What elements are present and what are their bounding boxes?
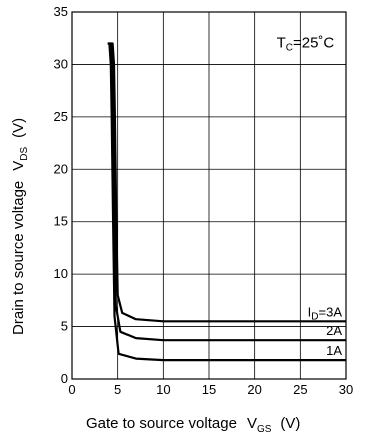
x-tick-label: 10 [156,382,170,397]
x-axis-label: Gate to source voltage VGS (V) [86,415,300,435]
y-tick-label: 15 [54,214,68,229]
series-label-1: ID=3A [308,304,343,322]
y-tick-label: 20 [54,161,68,176]
y-tick-label: 10 [54,266,68,281]
series-line-1 [110,42,346,323]
y-tick-label: 25 [54,109,68,124]
y-tick-label: 0 [61,371,68,386]
tick-labels: 0 5 10 15 20 25 30 0 5 10 15 20 25 30 35 [54,4,354,397]
grid [72,12,346,379]
plot-frame [71,11,347,380]
annotation-box [302,14,344,63]
x-tick-label: 0 [68,382,75,397]
series-line-3 [107,42,346,362]
x-tick-label: 30 [339,382,353,397]
x-tick-label: 25 [293,382,307,397]
x-tick-label: 20 [247,382,261,397]
x-tick-label: 15 [202,382,216,397]
y-tick-label: 5 [61,319,68,334]
series-lines [107,42,346,362]
series-label-3: 1A [326,343,342,358]
series-label-2: 2A [326,323,342,338]
y-axis-label: Drain to source voltageVDS(V) [10,118,30,335]
annotation-temperature: TC=25˚C [277,35,335,54]
x-tick-label: 5 [114,382,121,397]
y-tick-label: 30 [54,56,68,71]
series-line-2 [109,42,346,342]
y-tick-label: 35 [54,4,68,19]
